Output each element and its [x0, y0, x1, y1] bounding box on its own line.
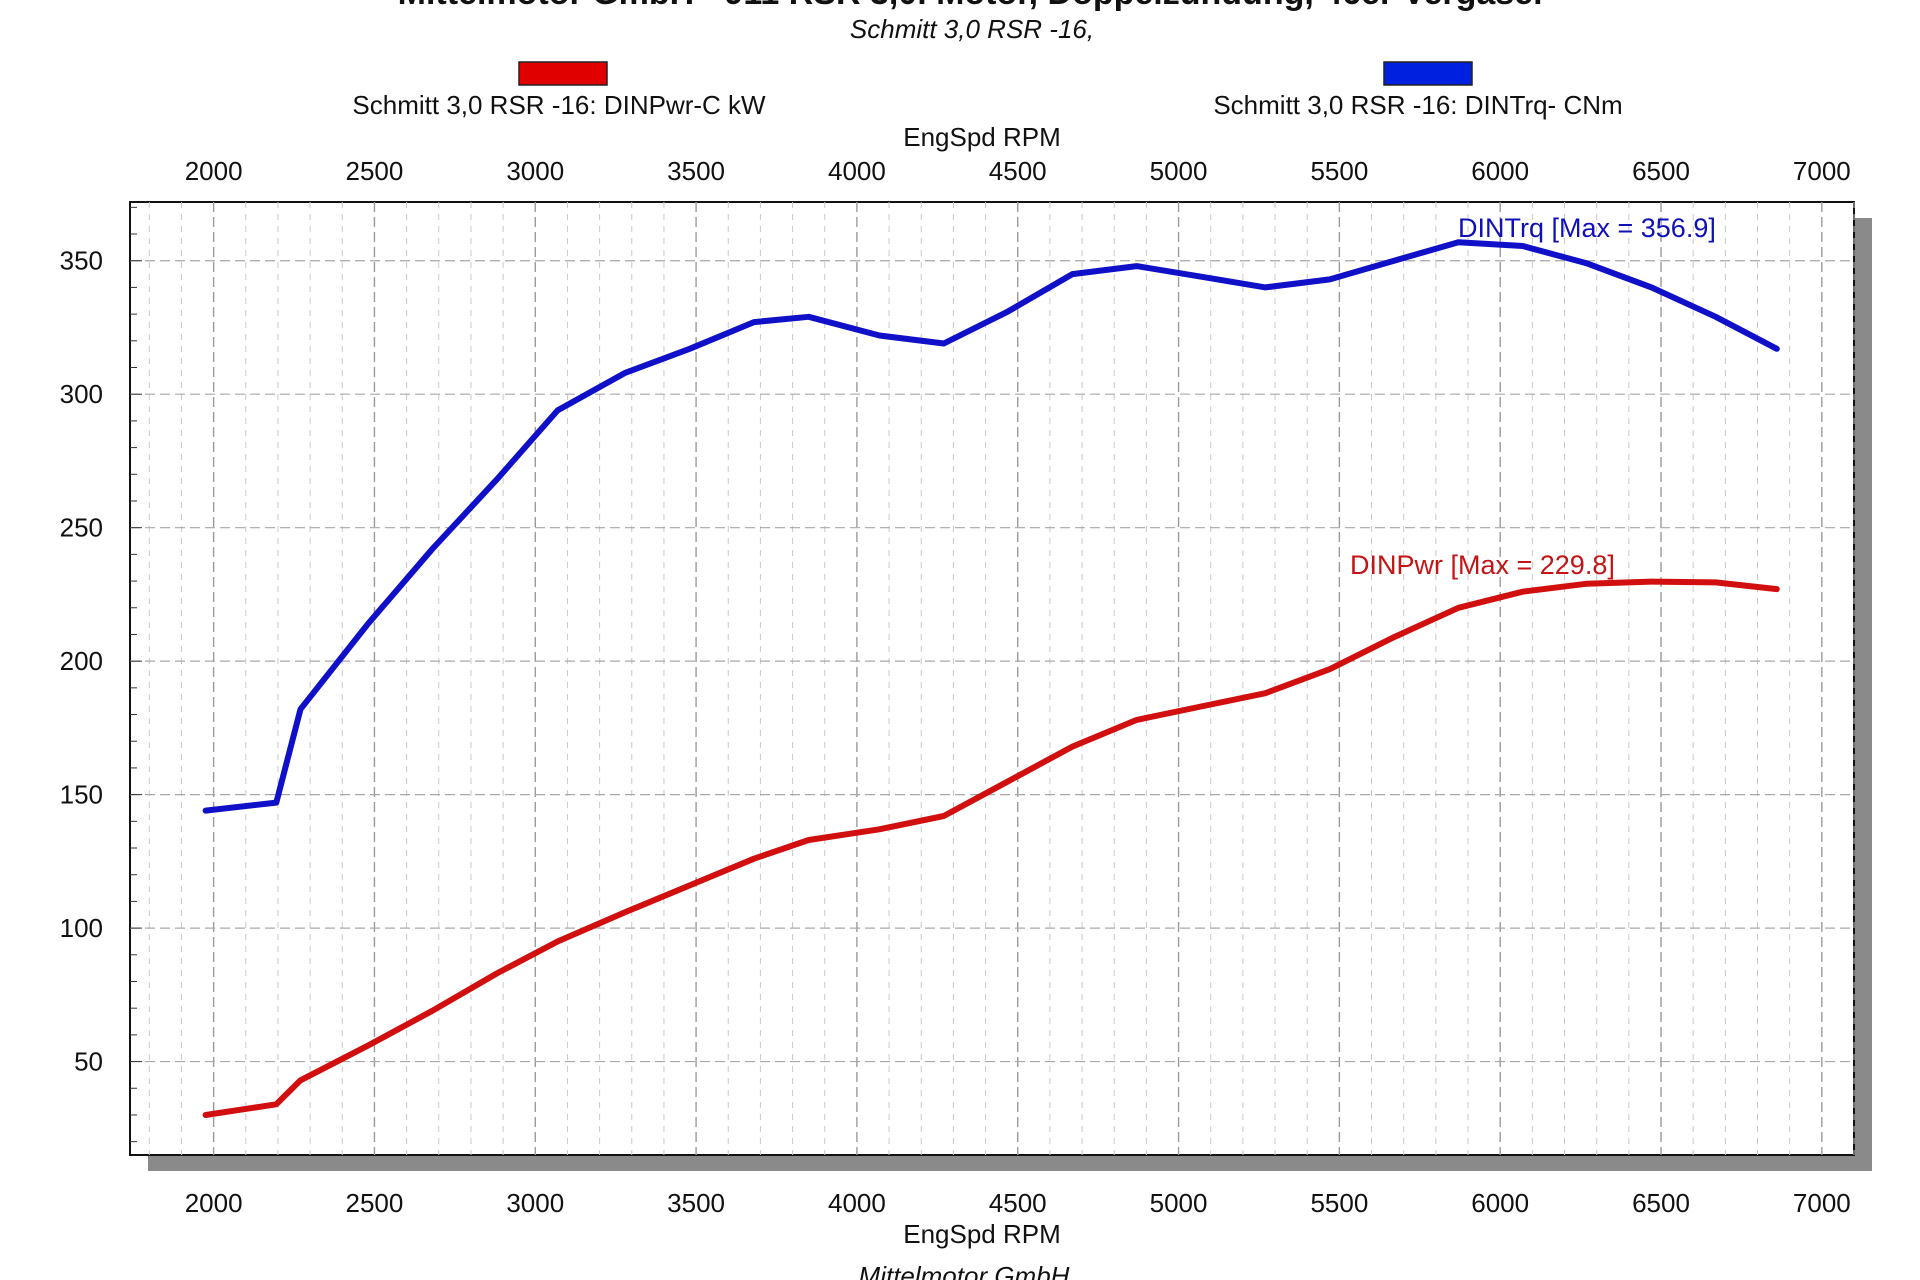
x-tick-label-bottom: 7000: [1793, 1188, 1851, 1218]
x-axis-label-bottom: EngSpd RPM: [903, 1219, 1061, 1249]
y-tick-label: 350: [60, 246, 103, 276]
x-tick-label-bottom: 5500: [1310, 1188, 1368, 1218]
x-tick-label-top: 2000: [185, 156, 243, 186]
x-tick-label-top: 7000: [1793, 156, 1851, 186]
x-tick-label-top: 6000: [1471, 156, 1529, 186]
torque-max-annotation: DINTrq [Max = 356.9]: [1458, 213, 1716, 243]
x-tick-label-top: 4500: [989, 156, 1047, 186]
legend-swatch-torque: [1383, 61, 1473, 86]
x-tick-label-bottom: 3000: [506, 1188, 564, 1218]
x-tick-label-bottom: 3500: [667, 1188, 725, 1218]
y-axis-ticks: 50 100 150 200 250 300 350: [60, 246, 103, 1077]
x-tick-label-bottom: 6500: [1632, 1188, 1690, 1218]
legend-swatch-power: [518, 61, 608, 86]
y-tick-label: 200: [60, 646, 103, 676]
y-tick-label: 300: [60, 379, 103, 409]
x-tick-label-bottom: 4000: [828, 1188, 886, 1218]
y-tick-label: 50: [74, 1047, 103, 1077]
x-tick-label-top: 3500: [667, 156, 725, 186]
x-axis-label-top: EngSpd RPM: [903, 122, 1061, 152]
x-tick-label-bottom: 6000: [1471, 1188, 1529, 1218]
torque-line: [202, 239, 1780, 814]
y-tick-label: 150: [60, 780, 103, 810]
legend-label-torque: Schmitt 3,0 RSR -16: DINTrq- CNm: [1213, 90, 1622, 120]
x-axis-ticks-bottom: 2000 2500 3000 3500 4000 4500 5000 5500 6000 6500…: [185, 1188, 1851, 1218]
x-axis-ticks-top: 2000 2500 3000 3500 4000 4500 5000 5500 6000 6500…: [185, 156, 1851, 186]
y-tick-label: 250: [60, 513, 103, 543]
x-tick-label-top: 5000: [1150, 156, 1208, 186]
x-tick-label-bottom: 2000: [185, 1188, 243, 1218]
power-line: [202, 578, 1780, 1118]
x-tick-label-top: 3000: [506, 156, 564, 186]
plot-area: [129, 201, 1855, 1156]
y-tick-label: 100: [60, 913, 103, 943]
x-tick-label-top: 4000: [828, 156, 886, 186]
power-max-annotation: DINPwr [Max = 229.8]: [1350, 550, 1615, 580]
chart-title: Mittelmotor GmbH - 911 RSR 3,0l Motor, D…: [398, 0, 1547, 12]
x-tick-label-top: 2500: [346, 156, 404, 186]
legend-label-power: Schmitt 3,0 RSR -16: DINPwr-C kW: [352, 90, 766, 120]
x-tick-label-top: 6500: [1632, 156, 1690, 186]
x-tick-label-bottom: 2500: [346, 1188, 404, 1218]
x-tick-label-bottom: 4500: [989, 1188, 1047, 1218]
chart-subtitle: Schmitt 3,0 RSR -16,: [850, 14, 1094, 44]
chart-footer: Mittelmotor GmbH: [859, 1261, 1070, 1280]
gridlines: [130, 202, 1855, 1155]
x-tick-label-bottom: 5000: [1150, 1188, 1208, 1218]
x-tick-label-top: 5500: [1310, 156, 1368, 186]
